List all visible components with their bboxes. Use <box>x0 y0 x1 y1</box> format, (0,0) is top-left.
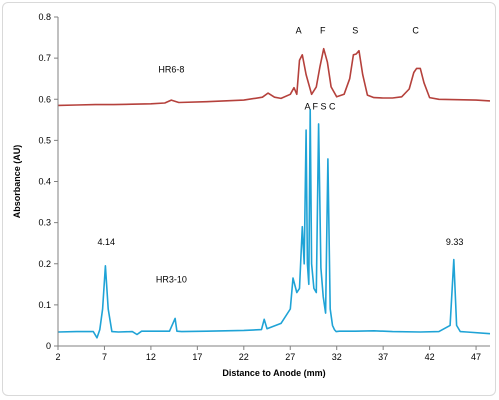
y-tick-label: 0.5 <box>38 135 51 145</box>
x-axis-title: Distance to Anode (mm) <box>222 368 325 378</box>
y-tick-label: 0.3 <box>38 218 51 228</box>
x-tick-label: 32 <box>332 352 342 362</box>
x-tick-label: 22 <box>239 352 249 362</box>
y-tick-label: 0 <box>46 341 51 351</box>
series-line-1 <box>57 108 491 339</box>
annotation-label: 4.14 <box>98 237 116 247</box>
x-tick-label: 37 <box>378 352 388 362</box>
axes: 2 7 12 17 22 27 32 37 42 4700.10.20.30.40.50.60.7… <box>38 12 490 362</box>
series-line-0 <box>57 47 491 107</box>
y-tick-label: 0.1 <box>38 300 51 310</box>
annotations: A F S C HR6-8 A F S C 4.14 9.33 HR3-10 <box>98 25 464 284</box>
annotation-label: A F S C <box>304 102 336 112</box>
y-axis-title: Absorbance (AU) <box>12 145 22 219</box>
annotation-label: S <box>352 25 358 35</box>
x-tick-label: 42 <box>425 352 435 362</box>
y-tick-label: 0.4 <box>38 177 51 187</box>
x-tick-label: 47 <box>471 352 481 362</box>
annotation-label: 9.33 <box>446 237 464 247</box>
annotation-label: HR6-8 <box>158 65 184 75</box>
annotation-label: A <box>296 25 302 35</box>
series-lines <box>57 47 491 339</box>
y-tick-label: 0.6 <box>38 94 51 104</box>
x-tick-label: 27 <box>285 352 295 362</box>
annotation-label: HR3-10 <box>156 274 187 284</box>
y-tick-label: 0.8 <box>38 12 51 22</box>
y-tick-label: 0.2 <box>38 259 51 269</box>
x-tick-label: 12 <box>146 352 156 362</box>
x-tick-label: 7 <box>102 352 107 362</box>
x-tick-label: 17 <box>192 352 202 362</box>
y-tick-label: 0.7 <box>38 53 51 63</box>
annotation-label: C <box>412 25 419 35</box>
x-tick-label: 2 <box>55 352 60 362</box>
annotation-label: F <box>320 25 326 35</box>
